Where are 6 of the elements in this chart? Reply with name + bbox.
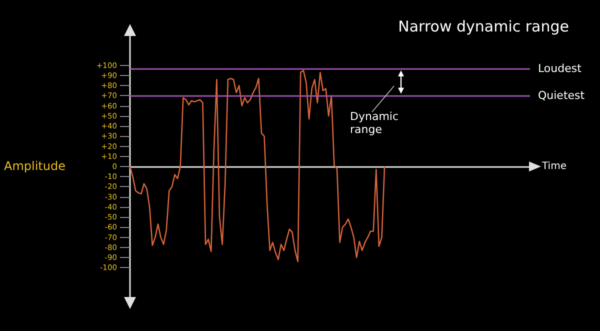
ref-line-label: Loudest <box>538 62 582 75</box>
annotation: Dynamic range <box>350 110 399 136</box>
x-axis-title: Time <box>541 161 566 172</box>
ref-line-label: Quietest <box>538 89 586 102</box>
chart-title: Narrow dynamic range <box>398 18 569 36</box>
y-axis-title: Amplitude <box>4 159 66 173</box>
